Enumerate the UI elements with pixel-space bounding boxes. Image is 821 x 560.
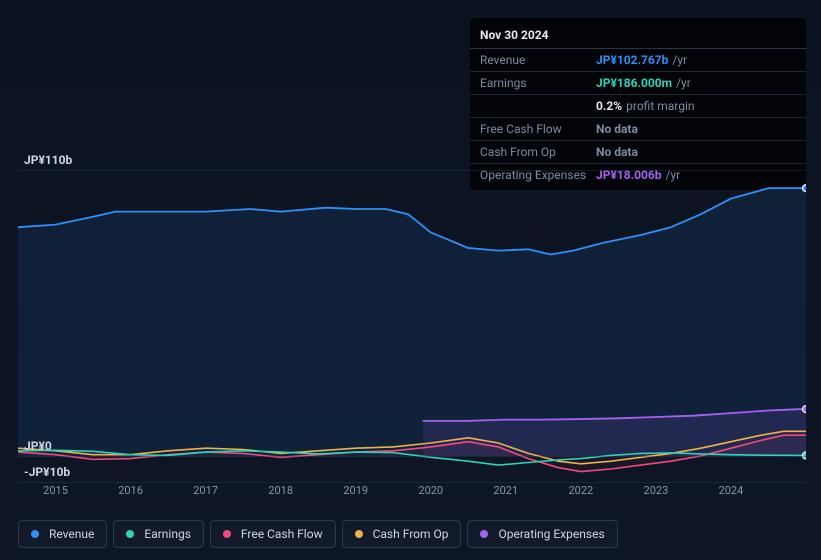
chart-legend: Revenue Earnings Free Cash Flow Cash From O… bbox=[18, 520, 618, 548]
tooltip-row-label: Earnings bbox=[480, 76, 596, 90]
legend-swatch-icon bbox=[355, 530, 363, 538]
financials-chart: JP¥110b JP¥0 -JP¥10b bbox=[18, 156, 806, 482]
tooltip-row-suffix: /yr bbox=[676, 76, 691, 90]
y-axis-label: -JP¥10b bbox=[24, 465, 70, 479]
legend-item-label: Free Cash Flow bbox=[241, 527, 323, 541]
tooltip-date: Nov 30 2024 bbox=[470, 24, 806, 49]
x-axis-tick: 2020 bbox=[418, 484, 443, 497]
legend-swatch-icon bbox=[480, 530, 488, 538]
tooltip-row-value: JP¥102.767b bbox=[596, 53, 668, 67]
gridline bbox=[18, 456, 806, 457]
tooltip-row-value: No data bbox=[596, 122, 638, 136]
tooltip-row-label: Revenue bbox=[480, 53, 596, 67]
legend-item-fcf[interactable]: Free Cash Flow bbox=[210, 520, 336, 548]
gridline bbox=[18, 482, 806, 483]
tooltip-row: 0.2% profit margin bbox=[470, 95, 806, 118]
x-axis-tick: 2022 bbox=[568, 484, 593, 497]
x-axis-tick: 2018 bbox=[268, 484, 293, 497]
legend-swatch-icon bbox=[31, 530, 39, 538]
x-axis-tick: 2023 bbox=[644, 484, 669, 497]
x-axis-tick: 2019 bbox=[343, 484, 368, 497]
y-axis-label: JP¥110b bbox=[24, 153, 72, 167]
x-axis-tick: 2016 bbox=[118, 484, 143, 497]
tooltip-row-value: 0.2% bbox=[596, 99, 622, 113]
legend-item-label: Cash From Op bbox=[373, 527, 449, 541]
legend-swatch-icon bbox=[223, 530, 231, 538]
tooltip-row-suffix: profit margin bbox=[626, 99, 694, 113]
tooltip-row: EarningsJP¥186.000m/yr bbox=[470, 72, 806, 95]
x-axis-ticks: 2015 2016 2017 2018 2019 2020 2021 2022 2023 2024 bbox=[18, 484, 806, 500]
chart-svg bbox=[18, 170, 806, 482]
series-end-dot-revenue bbox=[803, 185, 807, 192]
tooltip-row-value: JP¥186.000m bbox=[596, 76, 672, 90]
legend-item-label: Revenue bbox=[49, 527, 94, 541]
legend-item-cfo[interactable]: Cash From Op bbox=[342, 520, 462, 548]
x-axis-tick: 2021 bbox=[493, 484, 518, 497]
x-axis-tick: 2024 bbox=[719, 484, 744, 497]
x-axis-tick: 2015 bbox=[43, 484, 68, 497]
legend-item-opex[interactable]: Operating Expenses bbox=[467, 520, 617, 548]
legend-item-earnings[interactable]: Earnings bbox=[113, 520, 204, 548]
legend-item-label: Operating Expenses bbox=[498, 527, 604, 541]
legend-item-revenue[interactable]: Revenue bbox=[18, 520, 107, 548]
legend-swatch-icon bbox=[126, 530, 134, 538]
gridline bbox=[18, 170, 806, 171]
tooltip-row: Free Cash FlowNo data bbox=[470, 118, 806, 141]
legend-item-label: Earnings bbox=[144, 527, 191, 541]
y-axis-label: JP¥0 bbox=[24, 439, 52, 453]
series-end-dot-opex bbox=[803, 406, 807, 413]
tooltip-row-suffix: /yr bbox=[672, 53, 687, 67]
tooltip-row: RevenueJP¥102.767b/yr bbox=[470, 49, 806, 72]
tooltip-row-label: Free Cash Flow bbox=[480, 122, 596, 136]
x-axis-tick: 2017 bbox=[193, 484, 218, 497]
